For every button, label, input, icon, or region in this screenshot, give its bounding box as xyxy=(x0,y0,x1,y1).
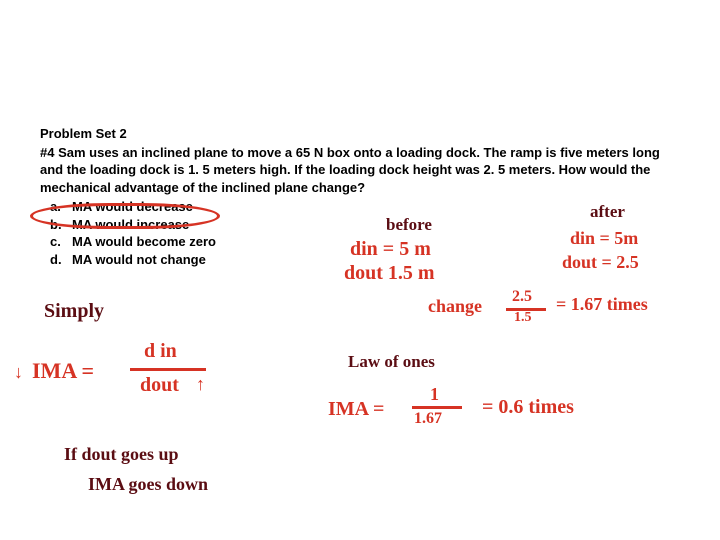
problem-question: #4 Sam uses an inclined plane to move a … xyxy=(40,144,660,197)
option-a: a. MA would decrease xyxy=(40,198,660,216)
ima2-label: IMA = xyxy=(328,398,384,421)
ima-frac-line xyxy=(130,368,206,371)
change-result: = 1.67 times xyxy=(556,294,648,315)
if-line: If dout goes up xyxy=(64,444,179,465)
option-text-b: MA would increase xyxy=(72,217,189,232)
option-letter-b: b. xyxy=(50,216,62,234)
ima2-num: 1 xyxy=(430,384,439,405)
din-before: din = 5 m xyxy=(350,238,431,261)
din-after: din = 5m xyxy=(570,228,638,249)
ima-den: dout xyxy=(140,374,179,397)
option-b: b. MA would increase xyxy=(40,216,660,234)
change-label: change xyxy=(428,296,482,317)
then-line: IMA goes down xyxy=(88,474,208,495)
problem-title: Problem Set 2 xyxy=(40,125,660,143)
ima-label: IMA = xyxy=(32,358,94,384)
law-label: Law of ones xyxy=(348,352,435,372)
before-label: before xyxy=(386,215,432,235)
ima2-result: = 0.6 times xyxy=(482,396,574,419)
simply-label: Simply xyxy=(44,300,104,323)
option-letter-c: c. xyxy=(50,233,61,251)
option-text-c: MA would become zero xyxy=(72,234,216,249)
option-text-d: MA would not change xyxy=(72,252,206,267)
dout-before: dout 1.5 m xyxy=(344,262,435,285)
ima2-den: 1.67 xyxy=(414,410,442,428)
ima2-frac-line xyxy=(412,406,462,409)
option-text-a: MA would decrease xyxy=(72,199,193,214)
option-letter-a: a. xyxy=(50,198,61,216)
change-num: 2.5 xyxy=(512,288,532,306)
change-den: 1.5 xyxy=(514,310,532,326)
dout-after: dout = 2.5 xyxy=(562,252,639,273)
down-arrow-icon: ↓ xyxy=(14,362,23,383)
ima-num: d in xyxy=(144,340,177,363)
after-label: after xyxy=(590,202,625,222)
option-letter-d: d. xyxy=(50,251,62,269)
up-arrow-icon: ↑ xyxy=(196,374,205,395)
